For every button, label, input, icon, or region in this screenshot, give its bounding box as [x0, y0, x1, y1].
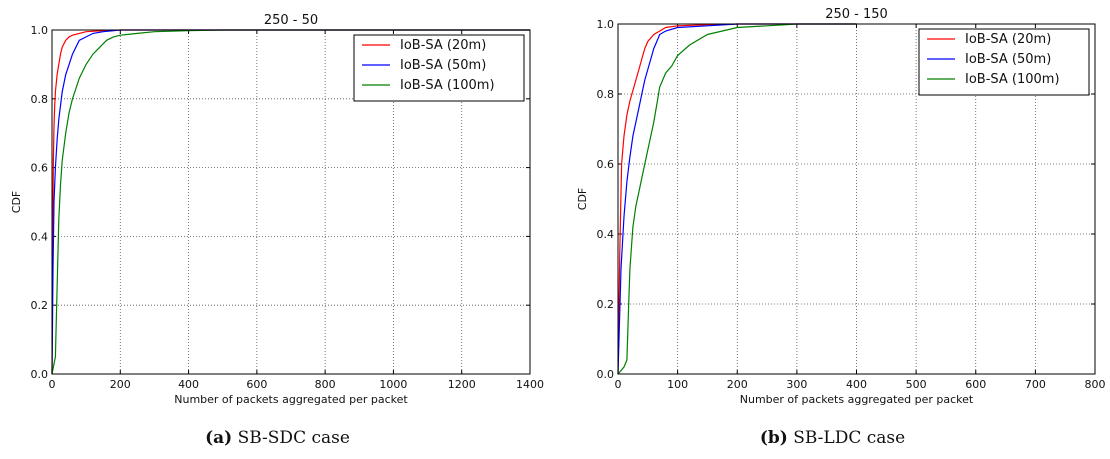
chart-b-legend-label-1: IoB-SA (50m) [965, 52, 1051, 67]
chart-a-x-tick-label: 0 [49, 378, 56, 391]
chart-a-title: 250 - 50 [264, 13, 318, 28]
chart-a-series-1-line [51, 29, 530, 375]
chart-panel-a: 0 200 400 600 800 1000 1200 1400 0.0 0.2 0.4 0.6 0.8… [0, 13, 555, 448]
chart-a-caption: (a) SB-SDC case [0, 428, 555, 448]
chart-b-series-0-line [617, 23, 857, 375]
chart-a-caption-text: SB-SDC case [232, 428, 350, 448]
chart-b-y-tick-label: 0.4 [597, 228, 615, 241]
chart-a-y-tick-label: 0.6 [31, 162, 49, 175]
chart-b-x-tick-label: 500 [906, 378, 927, 391]
chart-b-x-axis-label: Number of packets aggregated per packet [740, 393, 974, 406]
chart-a-x-tick-label: 1200 [448, 378, 476, 391]
chart-b-y-axis-label: CDF [576, 188, 589, 210]
chart-b-x-tick-label: 700 [1025, 378, 1046, 391]
chart-b-y-tick-label: 1.0 [597, 18, 615, 31]
chart-a-x-axis-label: Number of packets aggregated per packet [174, 393, 408, 406]
chart-a-y-tick-label: 0.2 [31, 299, 49, 312]
chart-b-series-2-line [617, 23, 857, 375]
chart-a-caption-label: (a) [205, 428, 233, 448]
chart-b-series-1-line [617, 23, 857, 375]
chart-a-legend-label-0: IoB-SA (20m) [400, 38, 486, 53]
chart-b-caption-text: SB-LDC case [787, 428, 906, 448]
chart-panel-b: 0 100 200 300 400 500 600 700 800 0.0 0.2 0.4 0.6 0.8… [555, 0, 1110, 459]
chart-a-y-tick-label: 0.0 [31, 368, 49, 381]
chart-a-legend-label-1: IoB-SA (50m) [400, 58, 486, 73]
chart-a-series-0-line [51, 29, 530, 375]
chart-b-y-tick-label: 0.8 [597, 88, 615, 101]
chart-a-x-tick-label: 400 [178, 378, 199, 391]
chart-a-y-tick-label: 0.8 [31, 93, 49, 106]
chart-a-x-tick-label: 200 [110, 378, 131, 391]
chart-b-caption-label: (b) [759, 428, 788, 448]
chart-b-x-tick-label: 400 [846, 378, 867, 391]
chart-b-legend-label-2: IoB-SA (100m) [965, 72, 1060, 87]
chart-a-legend-box [353, 34, 525, 102]
chart-a-y-tick-label: 0.4 [31, 230, 49, 243]
chart-b-legend-box [918, 28, 1090, 96]
chart-b-frame [617, 23, 1096, 375]
chart-b-svg: 0 100 200 300 400 500 600 700 800 0.0 0.2 0.4 0.6 0.8… [576, 7, 1106, 406]
chart-b-title: 250 - 150 [825, 7, 888, 22]
chart-a-series-2-line [51, 29, 530, 375]
chart-a-y-axis-label: CDF [10, 191, 23, 213]
chart-b-y-tick-label: 0.6 [597, 158, 615, 171]
chart-b-x-tick-label: 200 [727, 378, 748, 391]
chart-a-svg: 0 200 400 600 800 1000 1200 1400 0.0 0.2 0.4 0.6 0.8… [10, 13, 544, 406]
chart-a-x-tick-label: 800 [315, 378, 336, 391]
chart-b-x-tick-label: 800 [1085, 378, 1106, 391]
chart-b-y-tick-label: 0.0 [597, 368, 615, 381]
chart-b-x-tick-label: 0 [615, 378, 622, 391]
chart-a-x-tick-label: 600 [246, 378, 267, 391]
chart-b-x-tick-label: 300 [786, 378, 807, 391]
chart-a-legend-label-2: IoB-SA (100m) [400, 78, 495, 93]
chart-a-frame [51, 29, 531, 375]
chart-b-x-tick-label: 600 [965, 378, 986, 391]
chart-a-x-tick-label: 1000 [379, 378, 407, 391]
chart-b-legend-label-0: IoB-SA (20m) [965, 32, 1051, 47]
chart-a-x-tick-label: 1400 [516, 378, 544, 391]
chart-b-x-tick-label: 100 [667, 378, 688, 391]
chart-b-y-tick-label: 0.2 [597, 298, 615, 311]
chart-a-y-tick-label: 1.0 [31, 24, 49, 37]
chart-b-caption: (b) SB-LDC case [555, 428, 1110, 448]
